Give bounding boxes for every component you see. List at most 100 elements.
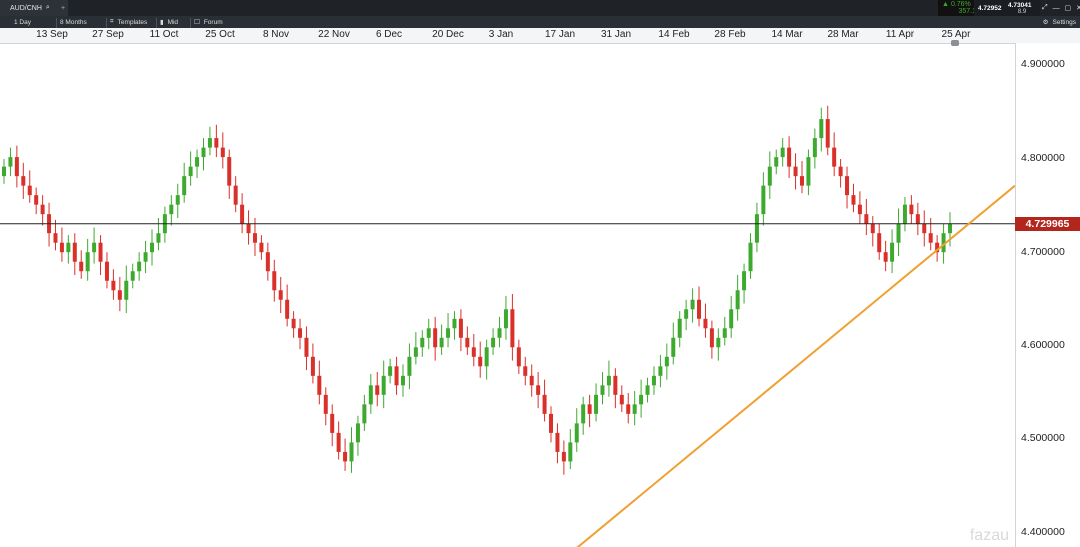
date-tick: 11 Oct xyxy=(149,29,179,40)
candle-body xyxy=(272,271,277,291)
candle-body xyxy=(452,318,457,329)
candle-body xyxy=(536,385,541,395)
candle-body xyxy=(156,233,161,243)
candle-body xyxy=(375,385,380,395)
candle-body xyxy=(516,347,521,367)
candle-body xyxy=(935,242,940,253)
candle-body xyxy=(465,337,470,348)
date-axis: 13 Sep 27 Sep 11 Oct 25 Oct 8 Nov 22 Nov… xyxy=(0,28,1080,46)
candle-body xyxy=(883,252,888,262)
interval-select[interactable]: 1 Day xyxy=(14,16,31,28)
candle-body xyxy=(265,252,270,272)
candle-body xyxy=(549,413,554,433)
candle-body xyxy=(587,404,592,414)
window-controls: ⤢ — ▢ ✕ xyxy=(1040,0,1080,16)
candle-body xyxy=(259,242,264,253)
candle-body xyxy=(310,356,315,376)
candle-body xyxy=(645,385,650,395)
chart-area[interactable]: fazau xyxy=(0,43,1015,547)
candle-body xyxy=(227,157,232,186)
candle-body xyxy=(252,233,257,243)
add-tab-button[interactable]: + xyxy=(58,0,68,16)
spread: 8.9 xyxy=(1017,8,1027,15)
candle-body xyxy=(928,233,933,243)
candle-body xyxy=(240,204,245,224)
candle-body xyxy=(285,299,290,319)
candlestick-chart[interactable] xyxy=(0,43,1015,547)
ask-price: 4.73041 xyxy=(1008,1,1032,9)
candle-body xyxy=(214,138,219,148)
candle-body xyxy=(787,147,792,167)
candle-body xyxy=(207,138,212,148)
up-arrow-icon: ▲ xyxy=(942,1,949,8)
restore-icon[interactable]: ▢ xyxy=(1064,5,1072,12)
candle-body xyxy=(400,375,405,386)
interval-label: 1 Day xyxy=(14,18,31,26)
candle-body xyxy=(143,252,148,262)
candle-body xyxy=(677,318,682,338)
candle-body xyxy=(703,318,708,329)
candle-body xyxy=(104,261,109,281)
candle-body xyxy=(150,242,155,253)
candle-body xyxy=(902,204,907,224)
candle-body xyxy=(407,356,412,376)
current-price-value: 4.729965 xyxy=(1025,217,1070,230)
search-icon[interactable]: ⌕ xyxy=(45,4,50,11)
candle-body xyxy=(632,404,637,414)
change-pct: 0.76% xyxy=(950,1,971,8)
price-mode-button[interactable]: ▮ Mid xyxy=(160,16,178,28)
change-box: ▲ 0.76% 357.1 xyxy=(938,0,980,16)
candle-body xyxy=(85,252,90,272)
date-tick: 25 Apr xyxy=(941,29,971,40)
toolbar: 1 Day 8 Months ⌗ Templates ▮ Mid ☐ Forum… xyxy=(0,16,1080,28)
price-mode-label: Mid xyxy=(167,18,179,26)
candle-body xyxy=(426,328,431,338)
close-icon[interactable]: ✕ xyxy=(1076,5,1080,12)
candle-body xyxy=(555,432,560,452)
bid-box[interactable]: 4.72952 xyxy=(974,0,1010,16)
candle-body xyxy=(941,233,946,253)
range-select[interactable]: 8 Months xyxy=(60,16,87,28)
date-tick: 13 Sep xyxy=(36,29,68,40)
candle-body xyxy=(195,157,200,167)
candle-body xyxy=(413,347,418,357)
candle-body xyxy=(169,204,174,215)
candle-body xyxy=(188,166,193,177)
candle-body xyxy=(484,347,489,367)
expand-icon[interactable]: ⤢ xyxy=(1042,4,1048,11)
forum-button[interactable]: ☐ Forum xyxy=(194,16,223,28)
ask-box[interactable]: 4.73041 8.9 xyxy=(1004,0,1040,16)
templates-button[interactable]: ⌗ Templates xyxy=(110,16,147,28)
candle-body xyxy=(697,299,702,319)
minimize-icon[interactable]: — xyxy=(1052,4,1060,12)
candle-body xyxy=(658,366,663,376)
candle-body xyxy=(34,195,39,205)
candle-body xyxy=(40,204,45,215)
date-tick: 17 Jan xyxy=(544,29,576,40)
candle-body xyxy=(53,233,58,243)
candle-body xyxy=(439,337,444,348)
settings-button[interactable]: ⚙ Settings xyxy=(1043,16,1076,28)
candle-body xyxy=(774,157,779,167)
candle-body xyxy=(574,423,579,443)
candle-body xyxy=(600,385,605,395)
candle-body xyxy=(825,119,830,148)
candle-body xyxy=(362,404,367,424)
candle-body xyxy=(812,138,817,158)
tab-symbol[interactable]: AUD/CNH ⌕ xyxy=(0,0,68,16)
candle-body xyxy=(664,356,669,367)
candle-body xyxy=(529,375,534,386)
bid-price: 4.72952 xyxy=(978,4,1002,12)
candle-body xyxy=(761,185,766,215)
candle-body xyxy=(735,290,740,310)
scroll-handle-icon[interactable] xyxy=(951,40,959,46)
candle-body xyxy=(606,375,611,386)
candle-body xyxy=(478,356,483,367)
separator xyxy=(56,18,57,28)
candle-body xyxy=(909,204,914,215)
candle-body xyxy=(246,223,251,234)
candle-body xyxy=(291,318,296,329)
candle-body xyxy=(729,309,734,329)
date-tick: 22 Nov xyxy=(318,29,350,40)
candle-body xyxy=(59,242,64,253)
